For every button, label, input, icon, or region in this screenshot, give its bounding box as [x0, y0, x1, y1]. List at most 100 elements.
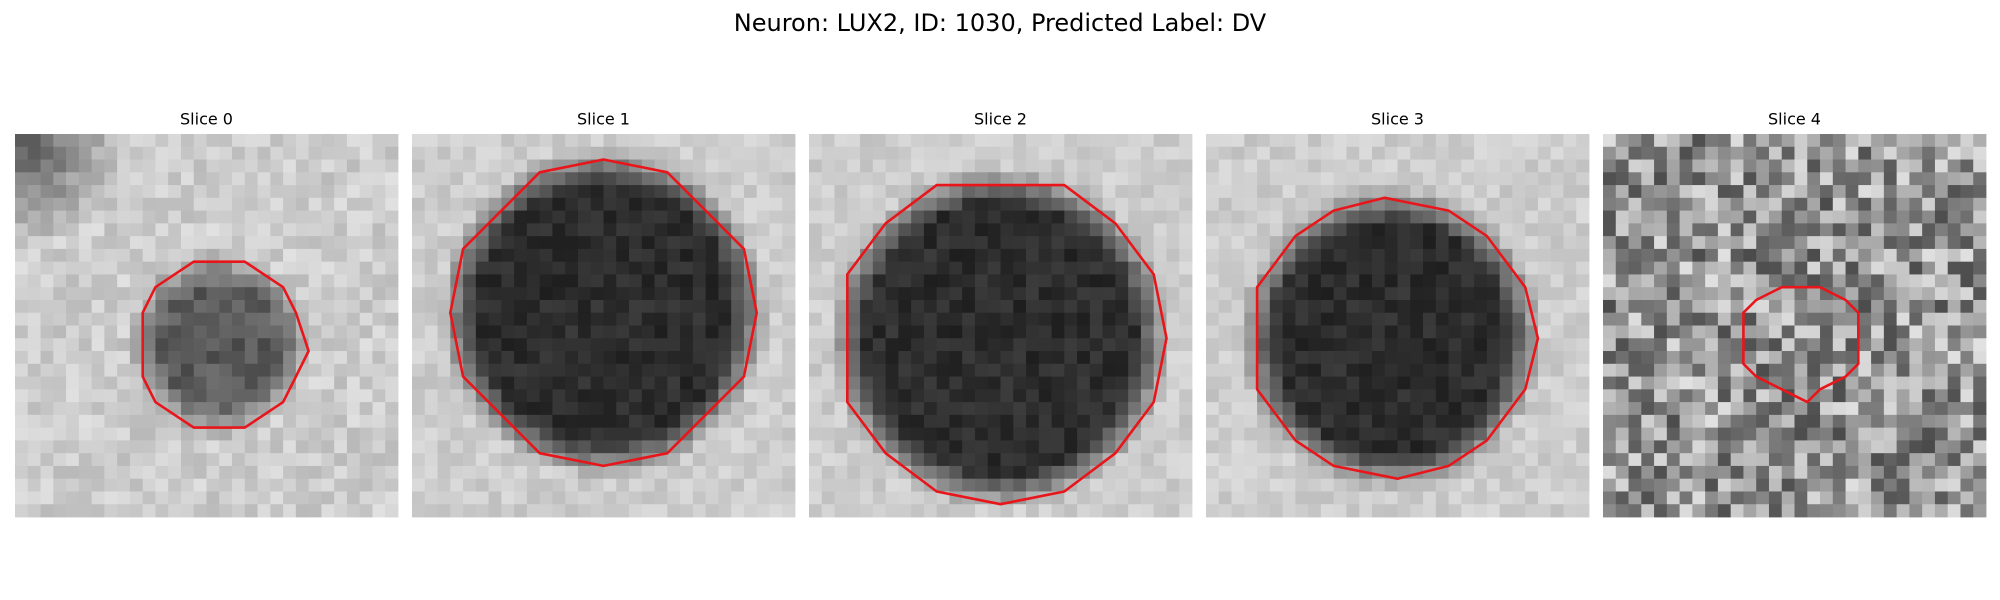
pixel: [539, 185, 553, 199]
pixel: [1486, 146, 1501, 160]
pixel: [1013, 134, 1027, 148]
pixel: [936, 185, 950, 199]
pixel: [1960, 389, 1974, 403]
pixel: [78, 465, 92, 480]
pixel: [1359, 312, 1373, 326]
pixel: [1486, 159, 1501, 173]
pixel: [616, 325, 630, 339]
pixel: [346, 261, 361, 275]
pixel: [1231, 325, 1245, 339]
pixel: [1115, 134, 1129, 148]
pixel: [577, 465, 592, 480]
pixel: [1346, 453, 1360, 467]
pixel: [334, 414, 348, 429]
pixel: [15, 312, 29, 326]
pixel: [1820, 210, 1834, 224]
pixel: [1973, 440, 1987, 454]
pixel: [1679, 261, 1693, 275]
pixel: [27, 389, 41, 403]
pixel: [1730, 197, 1744, 211]
pixel: [359, 376, 373, 390]
pixel: [40, 453, 54, 467]
pixel: [1896, 236, 1910, 250]
pixel: [501, 261, 515, 275]
pixel: [334, 363, 348, 377]
pixel: [539, 134, 553, 148]
pixel: [577, 185, 592, 199]
pixel: [1218, 134, 1232, 148]
pixel: [590, 440, 604, 454]
pixel: [731, 185, 745, 199]
pixel: [372, 402, 386, 416]
pixel: [1089, 414, 1104, 429]
pixel: [962, 134, 976, 148]
pixel: [219, 261, 233, 275]
pixel: [308, 427, 322, 441]
pixel: [1768, 440, 1783, 454]
pixel: [142, 440, 156, 454]
pixel: [1244, 248, 1258, 263]
pixel: [424, 248, 438, 263]
pixel: [91, 299, 105, 314]
pixel: [1896, 261, 1910, 275]
pixel: [372, 478, 386, 492]
pixel: [629, 299, 643, 314]
pixel: [809, 376, 823, 390]
pixel: [66, 248, 80, 263]
pixel: [1730, 465, 1744, 480]
pixel: [1934, 197, 1949, 211]
pixel: [1973, 504, 1987, 518]
pixel: [321, 363, 335, 377]
pixel: [463, 427, 477, 441]
pixel: [1973, 197, 1987, 211]
pixel: [1269, 376, 1283, 390]
pixel: [1486, 299, 1501, 314]
pixel: [66, 504, 80, 518]
pixel: [1231, 389, 1245, 403]
pixel: [1756, 427, 1770, 441]
pixel: [295, 414, 310, 429]
pixel: [1820, 274, 1834, 288]
pixel: [1077, 185, 1091, 199]
pixel: [1628, 440, 1642, 454]
pixel: [1051, 338, 1065, 352]
pixel: [1102, 491, 1116, 505]
pixel: [180, 299, 195, 314]
pixel: [424, 440, 438, 454]
pixel: [654, 261, 668, 275]
pixel: [1603, 236, 1617, 250]
pixel: [1397, 159, 1411, 173]
pixel: [577, 261, 592, 275]
pixel: [526, 491, 541, 505]
pixel: [1550, 478, 1564, 492]
pixel: [372, 134, 386, 148]
pixel: [257, 389, 271, 403]
pixel: [1448, 389, 1462, 403]
pixel: [385, 376, 399, 390]
pixel: [244, 172, 258, 186]
pixel: [168, 465, 182, 480]
pixel: [1883, 440, 1898, 454]
pixel: [1692, 134, 1706, 148]
pixel: [1333, 159, 1347, 173]
pixel: [1883, 287, 1898, 301]
pixel: [1218, 146, 1232, 160]
pixel: [501, 402, 515, 416]
pixel: [1832, 427, 1846, 441]
pixel: [437, 299, 451, 314]
pixel: [667, 223, 681, 237]
pixel: [1896, 197, 1910, 211]
pixel: [1179, 159, 1193, 173]
pixel: [1909, 210, 1923, 224]
pixel: [1628, 159, 1642, 173]
pixel: [193, 210, 207, 224]
pixel: [1781, 453, 1795, 467]
pixel: [1692, 504, 1706, 518]
pixel: [936, 465, 950, 480]
pixel: [1231, 261, 1245, 275]
pixel: [1166, 389, 1180, 403]
pixel: [219, 504, 233, 518]
pixel: [1128, 312, 1142, 326]
pixel: [104, 287, 118, 301]
pixel: [1179, 299, 1193, 314]
